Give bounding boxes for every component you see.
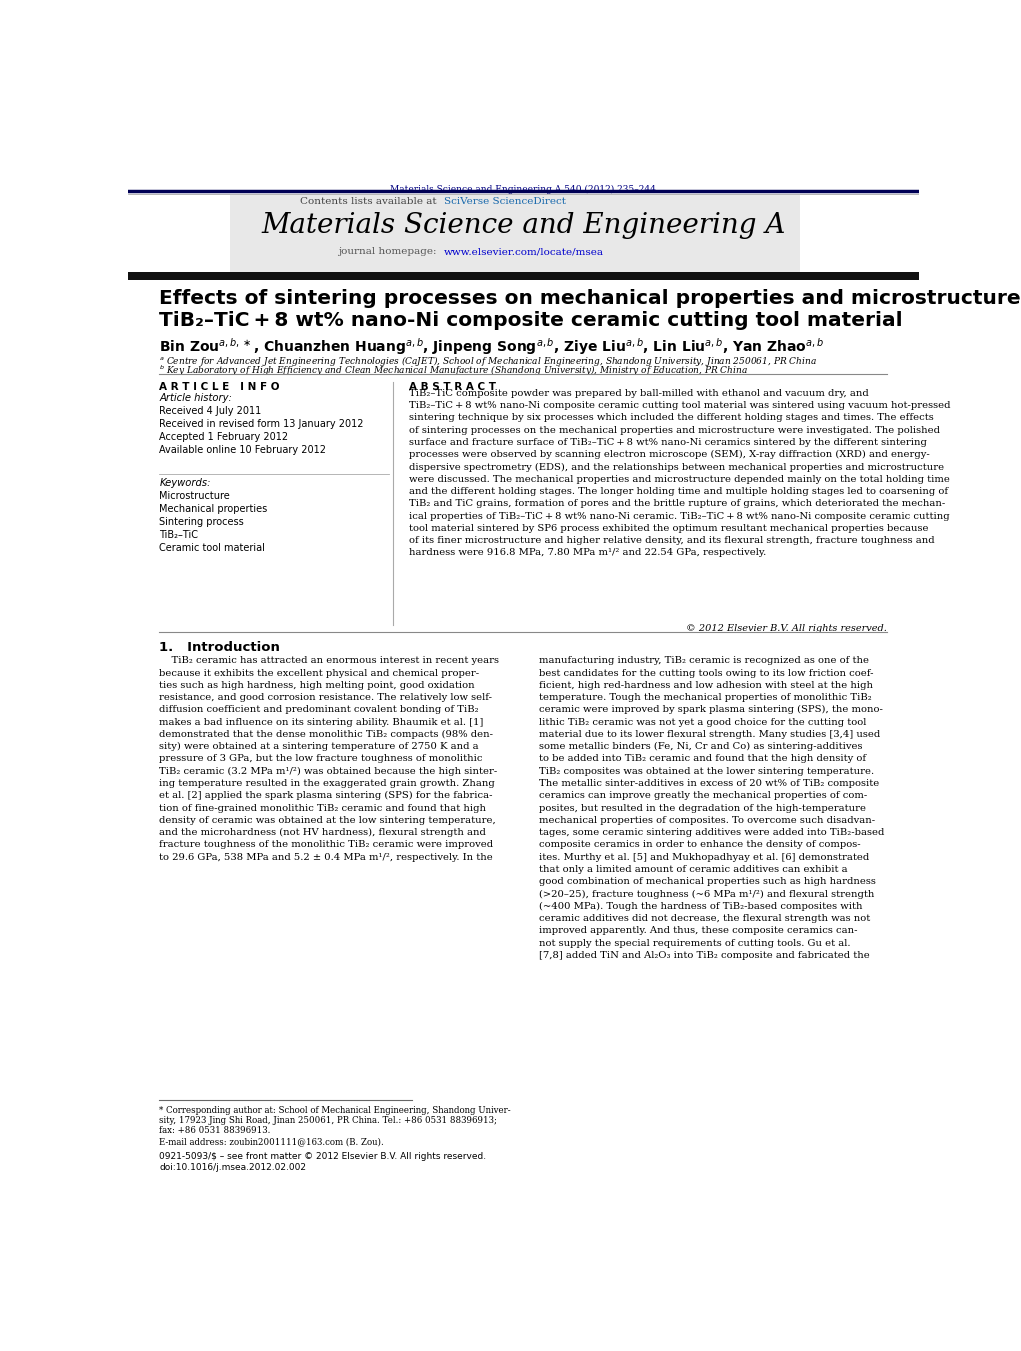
Text: TiB₂ and TiC grains, formation of pores and the brittle rupture of grains, which: TiB₂ and TiC grains, formation of pores …: [408, 500, 944, 508]
Text: improved apparently. And thus, these composite ceramics can-: improved apparently. And thus, these com…: [539, 927, 858, 935]
Text: www.elsevier.com/locate/msea: www.elsevier.com/locate/msea: [444, 247, 604, 257]
Text: Effects of sintering processes on mechanical properties and microstructure of: Effects of sintering processes on mechan…: [159, 289, 1021, 308]
Text: because it exhibits the excellent physical and chemical proper-: because it exhibits the excellent physic…: [159, 669, 480, 677]
Text: temperature. Tough the mechanical properties of monolithic TiB₂: temperature. Tough the mechanical proper…: [539, 693, 872, 703]
Text: tages, some ceramic sintering additives were added into TiB₂-based: tages, some ceramic sintering additives …: [539, 828, 884, 838]
Text: TiB₂–TiC: TiB₂–TiC: [159, 530, 198, 539]
Text: ical properties of TiB₂–TiC + 8 wt% nano-Ni ceramic. TiB₂–TiC + 8 wt% nano-Ni co: ical properties of TiB₂–TiC + 8 wt% nano…: [408, 512, 950, 520]
Text: manufacturing industry, TiB₂ ceramic is recognized as one of the: manufacturing industry, TiB₂ ceramic is …: [539, 657, 869, 665]
Text: not supply the special requirements of cutting tools. Gu et al.: not supply the special requirements of c…: [539, 939, 850, 947]
Text: Available online 10 February 2012: Available online 10 February 2012: [159, 444, 327, 455]
Text: ficient, high red-hardness and low adhesion with steel at the high: ficient, high red-hardness and low adhes…: [539, 681, 873, 690]
Text: Sintering process: Sintering process: [159, 516, 244, 527]
Text: tool material sintered by SP6 process exhibited the optimum resultant mechanical: tool material sintered by SP6 process ex…: [408, 524, 928, 532]
Text: ceramic additives did not decrease, the flexural strength was not: ceramic additives did not decrease, the …: [539, 915, 870, 923]
Text: Ceramic tool material: Ceramic tool material: [159, 543, 265, 553]
Text: Contents lists available at: Contents lists available at: [300, 197, 440, 207]
Text: Accepted 1 February 2012: Accepted 1 February 2012: [159, 432, 288, 442]
Text: * Corresponding author at: School of Mechanical Engineering, Shandong Univer-: * Corresponding author at: School of Mec…: [159, 1105, 510, 1115]
Text: ites. Murthy et al. [5] and Mukhopadhyay et al. [6] demonstrated: ites. Murthy et al. [5] and Mukhopadhyay…: [539, 852, 869, 862]
Text: pressure of 3 GPa, but the low fracture toughness of monolithic: pressure of 3 GPa, but the low fracture …: [159, 754, 483, 763]
Text: sity, 17923 Jing Shi Road, Jinan 250061, PR China. Tel.: +86 0531 88396913;: sity, 17923 Jing Shi Road, Jinan 250061,…: [159, 1116, 497, 1125]
Text: that only a limited amount of ceramic additives can exhibit a: that only a limited amount of ceramic ad…: [539, 865, 847, 874]
Text: TiB₂ ceramic has attracted an enormous interest in recent years: TiB₂ ceramic has attracted an enormous i…: [159, 657, 499, 665]
Text: demonstrated that the dense monolithic TiB₂ compacts (98% den-: demonstrated that the dense monolithic T…: [159, 730, 493, 739]
Text: tion of fine-grained monolithic TiB₂ ceramic and found that high: tion of fine-grained monolithic TiB₂ cer…: [159, 804, 486, 812]
Text: ties such as high hardness, high melting point, good oxidation: ties such as high hardness, high melting…: [159, 681, 475, 690]
Text: mechanical properties of composites. To overcome such disadvan-: mechanical properties of composites. To …: [539, 816, 875, 825]
Text: processes were observed by scanning electron microscope (SEM), X-ray diffraction: processes were observed by scanning elec…: [408, 450, 929, 459]
Text: The metallic sinter-additives in excess of 20 wt% of TiB₂ composite: The metallic sinter-additives in excess …: [539, 780, 879, 788]
Text: fracture toughness of the monolithic TiB₂ ceramic were improved: fracture toughness of the monolithic TiB…: [159, 840, 493, 850]
Text: and the microhardness (not HV hardness), flexural strength and: and the microhardness (not HV hardness),…: [159, 828, 486, 838]
Text: dispersive spectrometry (EDS), and the relationships between mechanical properti: dispersive spectrometry (EDS), and the r…: [408, 462, 943, 471]
Text: hardness were 916.8 MPa, 7.80 MPa m¹/² and 22.54 GPa, respectively.: hardness were 916.8 MPa, 7.80 MPa m¹/² a…: [408, 549, 766, 558]
Text: posites, but resulted in the degradation of the high-temperature: posites, but resulted in the degradation…: [539, 804, 866, 812]
Text: $^a$ Centre for Advanced Jet Engineering Technologies (CaJET), School of Mechani: $^a$ Centre for Advanced Jet Engineering…: [159, 354, 817, 367]
Text: material due to its lower flexural strength. Many studies [3,4] used: material due to its lower flexural stren…: [539, 730, 880, 739]
Text: Materials Science and Engineering A 540 (2012) 235–244: Materials Science and Engineering A 540 …: [390, 185, 657, 195]
Text: Keywords:: Keywords:: [159, 478, 210, 488]
Text: good combination of mechanical properties such as high hardness: good combination of mechanical propertie…: [539, 877, 876, 886]
Text: TiB₂–TiC composite powder was prepared by ball-milled with ethanol and vacuum dr: TiB₂–TiC composite powder was prepared b…: [408, 389, 868, 399]
Text: $^b$ Key Laboratory of High Efficiency and Clean Mechanical Manufacture (Shandon: $^b$ Key Laboratory of High Efficiency a…: [159, 363, 748, 378]
Text: Received 4 July 2011: Received 4 July 2011: [159, 407, 261, 416]
Text: to be added into TiB₂ ceramic and found that the high density of: to be added into TiB₂ ceramic and found …: [539, 754, 866, 763]
Text: (>20–25), fracture toughness (~6 MPa m¹/²) and flexural strength: (>20–25), fracture toughness (~6 MPa m¹/…: [539, 889, 874, 898]
Text: © 2012 Elsevier B.V. All rights reserved.: © 2012 Elsevier B.V. All rights reserved…: [686, 624, 887, 634]
Text: Received in revised form 13 January 2012: Received in revised form 13 January 2012: [159, 419, 363, 430]
Text: ceramics can improve greatly the mechanical properties of com-: ceramics can improve greatly the mechani…: [539, 792, 867, 800]
Text: surface and fracture surface of TiB₂–TiC + 8 wt% nano-Ni ceramics sintered by th: surface and fracture surface of TiB₂–TiC…: [408, 438, 926, 447]
Text: TiB₂–TiC + 8 wt% nano-Ni composite ceramic cutting tool material: TiB₂–TiC + 8 wt% nano-Ni composite ceram…: [159, 311, 903, 330]
Text: A B S T R A C T: A B S T R A C T: [408, 381, 495, 392]
Text: journal homepage:: journal homepage:: [338, 247, 440, 257]
Text: (~400 MPa). Tough the hardness of TiB₂-based composites with: (~400 MPa). Tough the hardness of TiB₂-b…: [539, 901, 863, 911]
Text: SciVerse ScienceDirect: SciVerse ScienceDirect: [444, 197, 566, 207]
Text: Microstructure: Microstructure: [159, 490, 230, 501]
Text: doi:10.1016/j.msea.2012.02.002: doi:10.1016/j.msea.2012.02.002: [159, 1163, 306, 1171]
Text: TiB₂–TiC + 8 wt% nano-Ni composite ceramic cutting tool material was sintered us: TiB₂–TiC + 8 wt% nano-Ni composite ceram…: [408, 401, 950, 411]
Text: makes a bad influence on its sintering ability. Bhaumik et al. [1]: makes a bad influence on its sintering a…: [159, 717, 484, 727]
Text: density of ceramic was obtained at the low sintering temperature,: density of ceramic was obtained at the l…: [159, 816, 496, 825]
Text: Bin Zou$^{a,b,\ast}$, Chuanzhen Huang$^{a,b}$, Jinpeng Song$^{a,b}$, Ziye Liu$^{: Bin Zou$^{a,b,\ast}$, Chuanzhen Huang$^{…: [159, 336, 825, 357]
Text: TiB₂ composites was obtained at the lower sintering temperature.: TiB₂ composites was obtained at the lowe…: [539, 767, 874, 775]
Text: A R T I C L E   I N F O: A R T I C L E I N F O: [159, 381, 280, 392]
Text: lithic TiB₂ ceramic was not yet a good choice for the cutting tool: lithic TiB₂ ceramic was not yet a good c…: [539, 717, 867, 727]
Text: resistance, and good corrosion resistance. The relatively low self-: resistance, and good corrosion resistanc…: [159, 693, 492, 703]
Text: Mechanical properties: Mechanical properties: [159, 504, 268, 513]
Text: Article history:: Article history:: [159, 393, 232, 403]
Text: of sintering processes on the mechanical properties and microstructure were inve: of sintering processes on the mechanical…: [408, 426, 939, 435]
Text: were discussed. The mechanical properties and microstructure depended mainly on : were discussed. The mechanical propertie…: [408, 474, 950, 484]
Text: E-mail address: zoubin2001111@163.com (B. Zou).: E-mail address: zoubin2001111@163.com (B…: [159, 1136, 384, 1146]
Text: some metallic binders (Fe, Ni, Cr and Co) as sintering-additives: some metallic binders (Fe, Ni, Cr and Co…: [539, 742, 863, 751]
Text: ceramic were improved by spark plasma sintering (SPS), the mono-: ceramic were improved by spark plasma si…: [539, 705, 883, 715]
Text: and the different holding stages. The longer holding time and multiple holding s: and the different holding stages. The lo…: [408, 488, 947, 496]
Text: et al. [2] applied the spark plasma sintering (SPS) for the fabrica-: et al. [2] applied the spark plasma sint…: [159, 792, 493, 800]
FancyBboxPatch shape: [231, 196, 800, 273]
Text: to 29.6 GPa, 538 MPa and 5.2 ± 0.4 MPa m¹/², respectively. In the: to 29.6 GPa, 538 MPa and 5.2 ± 0.4 MPa m…: [159, 852, 493, 862]
Text: of its finer microstructure and higher relative density, and its flexural streng: of its finer microstructure and higher r…: [408, 536, 934, 546]
Text: fax: +86 0531 88396913.: fax: +86 0531 88396913.: [159, 1127, 271, 1135]
Text: diffusion coefficient and predominant covalent bonding of TiB₂: diffusion coefficient and predominant co…: [159, 705, 479, 715]
Text: [7,8] added TiN and Al₂O₃ into TiB₂ composite and fabricated the: [7,8] added TiN and Al₂O₃ into TiB₂ comp…: [539, 951, 870, 959]
Text: best candidates for the cutting tools owing to its low friction coef-: best candidates for the cutting tools ow…: [539, 669, 874, 677]
FancyBboxPatch shape: [128, 273, 919, 280]
Text: 1.   Introduction: 1. Introduction: [159, 640, 280, 654]
Text: sity) were obtained at a sintering temperature of 2750 K and a: sity) were obtained at a sintering tempe…: [159, 742, 479, 751]
Text: composite ceramics in order to enhance the density of compos-: composite ceramics in order to enhance t…: [539, 840, 861, 850]
Text: sintering technique by six processes which included the different holding stages: sintering technique by six processes whi…: [408, 413, 933, 423]
Text: Materials Science and Engineering A: Materials Science and Engineering A: [261, 212, 785, 239]
Text: TiB₂ ceramic (3.2 MPa m¹/²) was obtained because the high sinter-: TiB₂ ceramic (3.2 MPa m¹/²) was obtained…: [159, 767, 497, 775]
Text: 0921-5093/$ – see front matter © 2012 Elsevier B.V. All rights reserved.: 0921-5093/$ – see front matter © 2012 El…: [159, 1152, 486, 1162]
Text: ing temperature resulted in the exaggerated grain growth. Zhang: ing temperature resulted in the exaggera…: [159, 780, 495, 788]
